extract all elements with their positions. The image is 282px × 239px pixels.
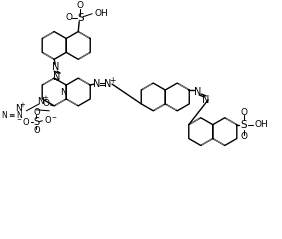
Text: N$\equiv$N: N$\equiv$N [1, 109, 23, 120]
Text: +: + [19, 102, 25, 108]
Text: O: O [240, 108, 247, 117]
Text: O: O [33, 108, 40, 117]
Text: O: O [43, 99, 50, 108]
Text: O: O [77, 1, 84, 10]
Text: $^-$O: $^-$O [15, 116, 30, 127]
Text: N: N [52, 62, 59, 72]
Text: O: O [33, 126, 40, 135]
Text: S: S [241, 120, 247, 130]
Text: N: N [104, 79, 112, 89]
Text: S: S [77, 13, 83, 23]
Text: N: N [202, 95, 210, 105]
Text: O: O [66, 13, 73, 22]
Text: N: N [54, 72, 61, 82]
Text: N: N [193, 87, 201, 97]
Text: N: N [93, 79, 101, 89]
Text: OH: OH [94, 9, 108, 18]
Text: O$^-$: O$^-$ [44, 114, 58, 125]
Text: N: N [37, 97, 44, 106]
Text: S: S [33, 117, 39, 127]
Text: N: N [60, 88, 67, 98]
Text: +: + [42, 95, 48, 101]
Text: +: + [109, 76, 115, 85]
Text: OH: OH [255, 120, 268, 129]
Text: O: O [240, 132, 247, 141]
Text: N: N [15, 104, 22, 113]
